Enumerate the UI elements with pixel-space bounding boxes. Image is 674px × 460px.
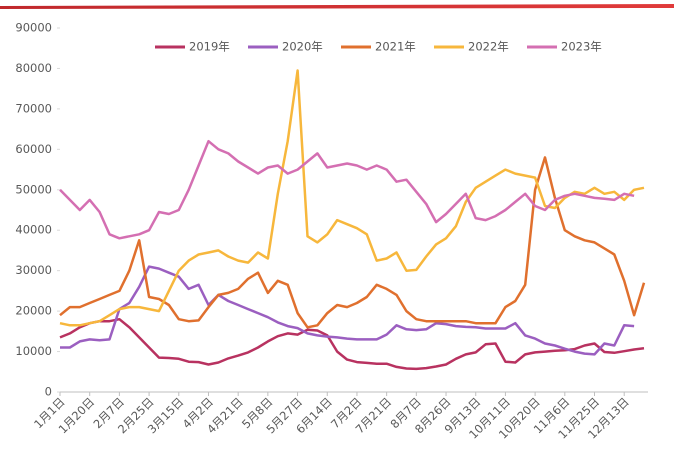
header-bar — [0, 4, 674, 9]
y-tick-label: 50000 — [15, 182, 52, 196]
y-tick-label: 40000 — [15, 223, 52, 237]
y-tick-label: 10000 — [15, 344, 52, 358]
legend-label: 2020年 — [282, 40, 323, 54]
legend-label: 2022年 — [468, 40, 509, 54]
series-line — [59, 317, 645, 371]
series-line — [60, 265, 635, 356]
series-line — [59, 139, 635, 240]
legend-label: 2021年 — [375, 40, 416, 54]
legend-label: 2019年 — [189, 40, 230, 54]
y-tick-label: 60000 — [15, 142, 52, 156]
series-line — [59, 156, 646, 329]
legend-label: 2023年 — [561, 40, 602, 54]
y-tick-label: 20000 — [15, 304, 52, 318]
y-tick-label: 70000 — [15, 101, 52, 115]
y-tick-label: 30000 — [15, 263, 52, 277]
y-tick-label: 0 — [45, 385, 52, 399]
series-line — [59, 69, 645, 327]
y-tick-label: 80000 — [15, 61, 52, 75]
y-tick-label: 90000 — [15, 21, 52, 35]
